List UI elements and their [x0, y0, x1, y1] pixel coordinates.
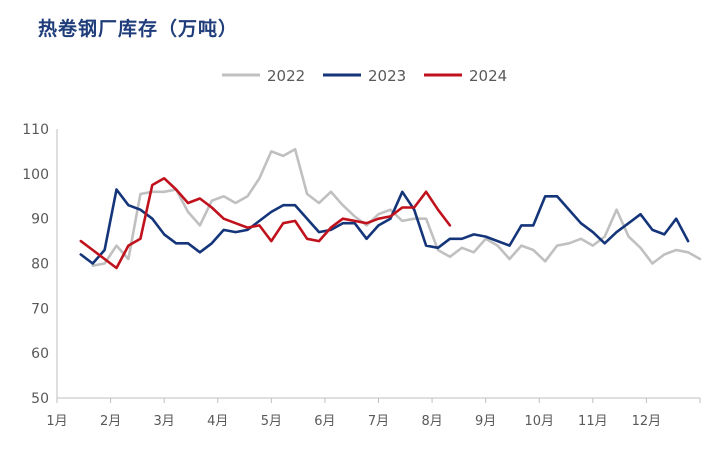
y-tick-label: 100	[22, 167, 49, 183]
series-line-2024	[79, 177, 452, 270]
x-tick-label: 5月	[261, 414, 282, 429]
legend-label-2023: 2023	[368, 67, 406, 85]
y-tick-label: 50	[31, 391, 49, 407]
x-tick-label: 4月	[207, 414, 228, 429]
x-tick-label: 3月	[154, 414, 175, 429]
x-tick-label: 8月	[421, 414, 442, 429]
legend-label-2024: 2024	[469, 67, 507, 85]
x-tick-label: 11月	[578, 414, 608, 429]
legend-label-2022: 2022	[267, 67, 305, 85]
y-tick-label: 90	[31, 212, 49, 228]
series-line-2022	[91, 147, 702, 267]
x-tick-label: 6月	[314, 414, 335, 429]
y-tick-label: 70	[31, 301, 49, 317]
y-tick-label: 60	[31, 346, 49, 362]
series-line-2023	[79, 188, 690, 265]
x-tick-label: 1月	[46, 414, 67, 429]
legend: 2022 2023 2024	[222, 67, 507, 85]
y-tick-label: 80	[31, 257, 49, 273]
series-lines	[79, 147, 702, 270]
x-tick-label: 9月	[475, 414, 496, 429]
x-axis: 1月 2月 3月 4月 5月 6月 7月 8月 9月 10月 11月 12月	[46, 397, 701, 429]
y-axis: 50 60 70 80 90 100 110	[22, 122, 58, 407]
x-tick-label: 10月	[524, 414, 554, 429]
x-tick-label: 2月	[100, 414, 121, 429]
x-tick-label: 12月	[632, 414, 662, 429]
x-tick-label: 7月	[368, 414, 389, 429]
y-tick-label: 110	[22, 122, 49, 138]
chart-title: 热卷钢厂库存（万吨）	[38, 18, 239, 40]
